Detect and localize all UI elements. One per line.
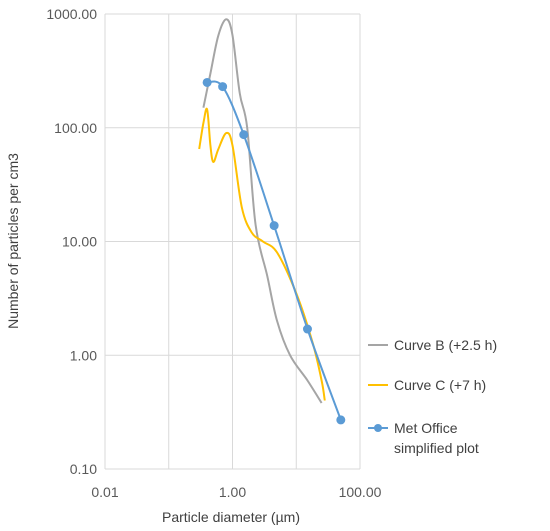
y-tick-label: 1000.00 <box>46 6 97 22</box>
y-tick-label: 100.00 <box>54 120 97 136</box>
x-axis-title: Particle diameter (µm) <box>162 509 300 525</box>
x-tick-label: 0.01 <box>91 484 118 500</box>
data-point <box>302 324 312 334</box>
x-tick-label: 100.00 <box>339 484 382 500</box>
data-point <box>218 82 228 92</box>
data-point <box>239 130 249 140</box>
legend-label-1: Curve B (+2.5 h) <box>394 337 497 353</box>
data-point <box>269 221 279 231</box>
legend-marker <box>374 424 382 432</box>
series-line-1 <box>202 18 323 404</box>
series-line-2 <box>198 107 326 401</box>
y-tick-label: 0.10 <box>70 461 97 477</box>
x-tick-label: 1.00 <box>219 484 246 500</box>
legend-label-3: Met Office simplified plot <box>394 420 479 456</box>
data-point <box>202 77 212 87</box>
gridlines <box>104 13 361 470</box>
y-axis-title: Number of particles per cm3 <box>5 153 21 329</box>
legend: Curve B (+2.5 h) Curve C (+7 h) Met Office… <box>368 337 497 456</box>
y-tick-label: 1.00 <box>70 347 97 363</box>
y-tick-labels: 0.10 1.00 10.00 100.00 1000.00 <box>46 6 97 477</box>
series-layer <box>198 18 346 425</box>
x-tick-labels: 0.01 1.00 100.00 <box>91 484 381 500</box>
data-point <box>336 415 346 425</box>
legend-label-2: Curve C (+7 h) <box>394 377 486 393</box>
y-tick-label: 10.00 <box>62 234 97 250</box>
